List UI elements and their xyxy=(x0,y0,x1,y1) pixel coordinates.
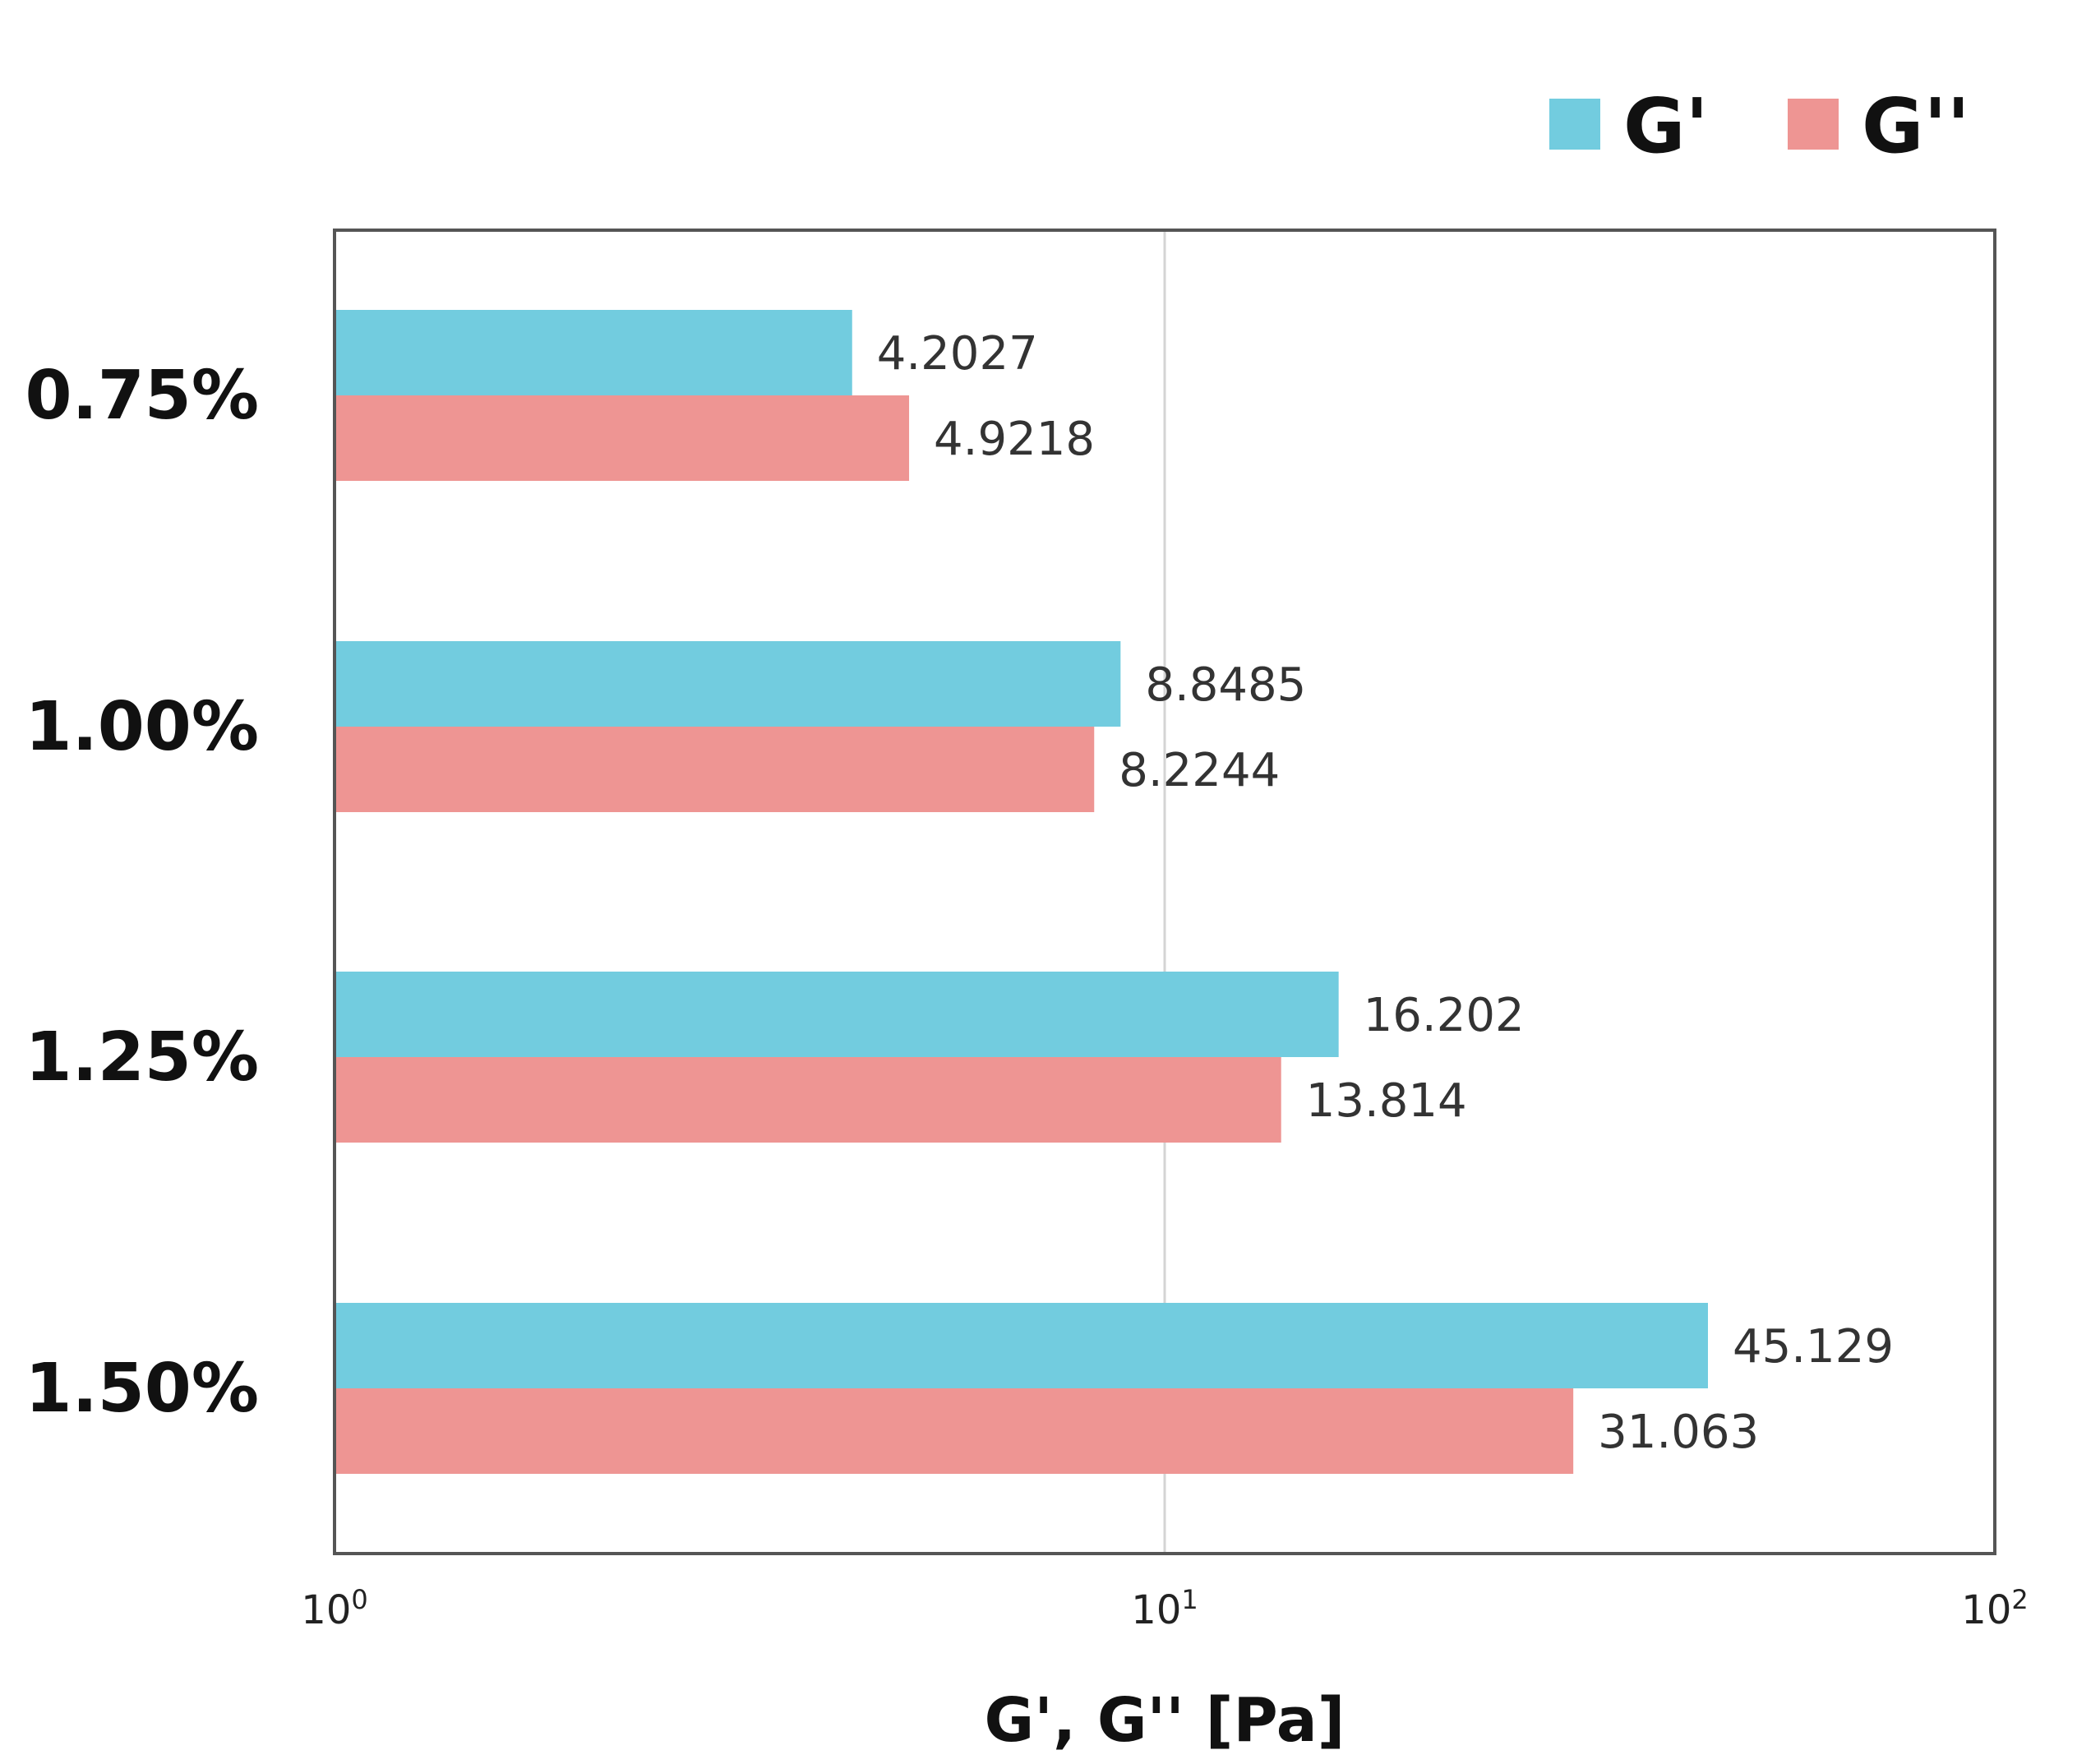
data-label-g-double-prime: 4.9218 xyxy=(934,413,1095,466)
x-axis-title: G', G'' [Pa] xyxy=(985,1685,1345,1756)
bar-g-double-prime xyxy=(335,1057,1281,1143)
bar-g-prime xyxy=(335,310,852,395)
bar-g-double-prime xyxy=(335,395,910,481)
bar-g-prime xyxy=(335,972,1339,1057)
data-label-g-prime: 16.202 xyxy=(1364,989,1525,1042)
legend: G' G'' xyxy=(1549,82,1970,170)
data-label-g-double-prime: 8.2244 xyxy=(1119,744,1280,797)
category-label: 0.75% xyxy=(25,357,259,435)
bar-g-prime xyxy=(335,1303,1709,1388)
data-labels: 4.2027 4.9218 8.8485 8.2244 16.202 13.814 45.1… xyxy=(877,327,1894,1459)
data-label-g-double-prime: 31.063 xyxy=(1598,1406,1759,1459)
data-label-g-prime: 4.2027 xyxy=(877,327,1038,381)
data-label-g-double-prime: 13.814 xyxy=(1306,1074,1467,1128)
legend-label-g-double-prime: G'' xyxy=(1862,82,1970,170)
legend-label-g-prime: G' xyxy=(1623,82,1709,170)
category-label: 1.50% xyxy=(25,1350,259,1428)
legend-swatch-g-double-prime xyxy=(1788,99,1839,150)
legend-swatch-g-prime xyxy=(1549,99,1600,150)
bar-g-double-prime xyxy=(335,1388,1574,1474)
data-label-g-prime: 8.8485 xyxy=(1145,658,1306,712)
data-label-g-prime: 45.129 xyxy=(1733,1320,1894,1374)
x-tick-label: 100 xyxy=(301,1584,367,1633)
bar-g-double-prime xyxy=(335,727,1095,812)
category-labels: 0.75% 1.00% 1.25% 1.50% xyxy=(25,357,259,1428)
bars xyxy=(335,310,1709,1474)
bar-g-prime xyxy=(335,641,1121,727)
plot-frame xyxy=(333,229,1996,1555)
x-tick-label: 102 xyxy=(1961,1584,2028,1633)
x-tick-labels: 100 101 102 xyxy=(301,1584,2028,1633)
category-label: 1.25% xyxy=(25,1018,259,1097)
category-label: 1.00% xyxy=(25,688,259,766)
x-tick-label: 101 xyxy=(1131,1584,1198,1633)
